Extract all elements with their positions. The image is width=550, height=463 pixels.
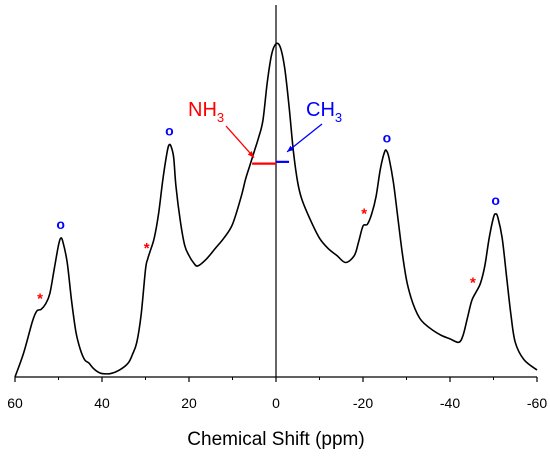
x-tick-label: -20 [353,395,373,411]
nh3-arrow-head [247,150,255,158]
ch3-arrow-line [286,123,323,153]
star-shoulder-marker: * [470,275,476,292]
axes-frame [15,5,537,378]
x-tick-label: -40 [440,395,460,411]
nh3-annotation-label: NH3 [188,99,224,125]
circle-peak-marker: o [165,123,174,139]
x-tick-label: 20 [181,395,197,411]
circle-peak-marker: o [491,192,500,208]
x-tick-label: 0 [272,395,280,411]
x-axis-ticks [14,377,538,382]
circle-peak-marker: o [56,216,65,232]
circle-peak-marker: o [383,129,392,145]
ch3-main-text: CH [306,99,335,121]
ch3-arrow-head [287,145,294,152]
peak-markers: o o o o * * * * [37,123,500,308]
x-tick-label: -60 [527,395,547,411]
ch3-annotation-label: CH3 [306,99,342,125]
x-tick-label: 40 [94,395,110,411]
annotation-segments [252,160,290,165]
spectrum-line [14,42,538,378]
x-tick-label: 60 [7,395,23,411]
star-shoulder-marker: * [144,240,150,257]
x-axis-tick-labels: 60 40 20 0 -20 -40 -60 [7,395,547,411]
ch3-subscript: 3 [335,110,342,125]
nh3-arrow-line [225,125,255,159]
nh3-main-text: NH [188,99,217,121]
nh3-subscript: 3 [217,110,224,125]
annotation-arrows [225,123,323,159]
star-shoulder-marker: * [37,290,43,307]
x-axis-label: Chemical Shift (ppm) [187,429,364,450]
star-shoulder-marker: * [361,205,367,222]
